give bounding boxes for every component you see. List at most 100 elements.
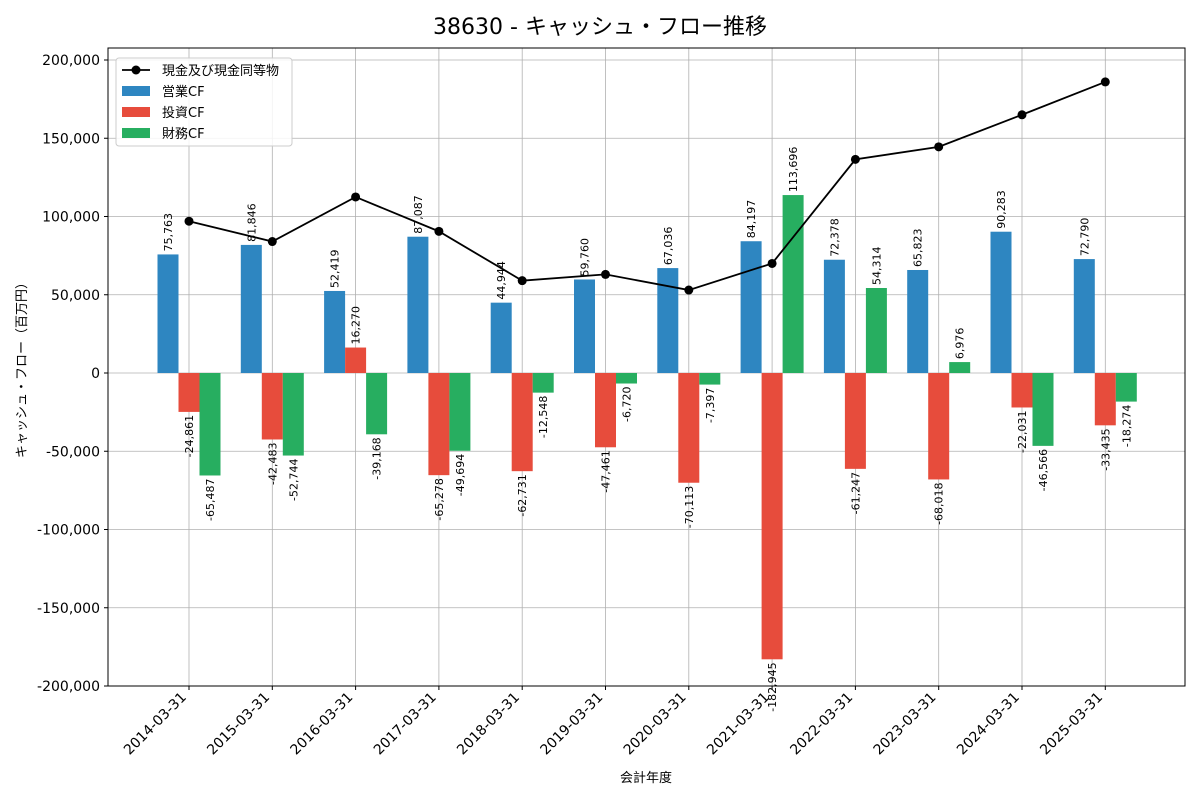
data-label: 72,790 — [1078, 218, 1091, 257]
cash-line — [188, 81, 1106, 291]
bar-0-10 — [990, 231, 1012, 373]
data-label: 87,087 — [412, 195, 425, 234]
bar-0-2 — [324, 290, 346, 373]
bar-0-11 — [1073, 259, 1095, 373]
data-label: 6,976 — [954, 328, 967, 360]
bar-2-4 — [532, 373, 554, 393]
data-label: 65,823 — [912, 228, 925, 267]
data-label: -42,483 — [266, 442, 279, 484]
bar-1-10 — [1011, 373, 1033, 408]
bar-0-3 — [407, 236, 429, 373]
bar-0-8 — [823, 259, 845, 373]
bars-layer — [157, 195, 1137, 660]
cash-point — [517, 276, 527, 286]
line-layer — [184, 77, 1110, 295]
data-label: 16,270 — [350, 306, 363, 345]
bar-2-10 — [1032, 373, 1054, 446]
legend-swatch — [122, 107, 150, 117]
x-tick-label: 2024-03-31 — [954, 690, 1023, 759]
legend-box — [115, 57, 293, 147]
y-tick-label: 150,000 — [42, 131, 100, 147]
data-labels-layer: 75,763 81,846 52,419 87,087 44,944 59,760 67,0… — [162, 147, 1133, 712]
cash-point — [934, 142, 944, 152]
y-tick-label: -100,000 — [37, 523, 100, 539]
bar-2-3 — [449, 373, 471, 451]
data-label: 67,036 — [662, 227, 675, 266]
x-tick-label: 2020-03-31 — [621, 690, 690, 759]
cash-point — [767, 258, 777, 268]
data-label: -39,168 — [371, 437, 384, 479]
data-label: -52,744 — [287, 459, 300, 501]
x-tick-label: 2025-03-31 — [1037, 690, 1106, 759]
y-tick-label: 200,000 — [42, 53, 100, 69]
x-tick-label: 2022-03-31 — [787, 690, 856, 759]
legend-swatch — [122, 128, 150, 138]
data-label: -12,548 — [537, 396, 550, 438]
x-tick-label: 2021-03-31 — [704, 690, 773, 759]
bar-1-9 — [928, 373, 950, 480]
plot-frame — [107, 47, 1186, 687]
x-tick-label: 2017-03-31 — [371, 690, 440, 759]
y-axis: 200,000 150,000 100,000 50,000 0 -50,000 -100,… — [37, 53, 108, 695]
cash-point — [1017, 110, 1027, 120]
bar-1-1 — [261, 373, 283, 440]
x-axis: 2014-03-31 2015-03-31 2016-03-31 2017-03-31… — [121, 686, 1106, 758]
data-label: 54,314 — [870, 246, 883, 285]
bar-0-0 — [157, 254, 179, 373]
data-label: -70,113 — [683, 486, 696, 528]
bar-1-4 — [511, 373, 533, 472]
cash-point — [434, 226, 444, 236]
bar-1-11 — [1094, 373, 1116, 426]
x-tick-label: 2016-03-31 — [288, 690, 357, 759]
data-label: 59,760 — [579, 238, 592, 277]
cash-point — [1100, 77, 1110, 87]
data-label: 75,763 — [162, 213, 175, 252]
data-label: 113,696 — [787, 147, 800, 193]
x-tick-label: 2014-03-31 — [121, 690, 190, 759]
bar-0-6 — [657, 268, 679, 373]
y-tick-label: 50,000 — [51, 288, 100, 304]
bar-2-2 — [366, 373, 388, 435]
legend-label: 営業CF — [162, 84, 205, 100]
legend-label: 投資CF — [162, 105, 205, 121]
data-label: -22,031 — [1016, 410, 1029, 452]
bar-2-7 — [782, 195, 804, 373]
data-label: 72,378 — [828, 218, 841, 257]
bar-2-6 — [699, 373, 721, 385]
data-label: -49,694 — [454, 454, 467, 496]
x-axis-label: 会計年度 — [620, 770, 672, 786]
cash-point — [267, 237, 277, 247]
data-label: 84,197 — [745, 200, 758, 239]
bar-0-4 — [490, 302, 512, 373]
bar-0-9 — [907, 269, 929, 373]
cash-point — [850, 154, 860, 164]
bar-2-8 — [865, 287, 887, 373]
data-label: -7,397 — [704, 388, 717, 423]
cash-point — [351, 192, 361, 202]
legend-marker — [131, 65, 141, 75]
data-label: -18,274 — [1120, 405, 1133, 447]
y-axis-label: キャッシュ・フロー（百万円） — [15, 276, 30, 458]
bar-2-9 — [949, 362, 971, 373]
y-tick-label: -150,000 — [37, 601, 100, 617]
x-tick-label: 2023-03-31 — [871, 690, 940, 759]
bar-0-7 — [740, 241, 762, 373]
cash-point — [184, 216, 194, 226]
data-label: -46,566 — [1037, 449, 1050, 491]
data-label: 81,846 — [245, 203, 258, 241]
bar-2-5 — [616, 373, 637, 384]
bar-2-11 — [1115, 373, 1137, 402]
y-tick-label: 0 — [91, 366, 100, 382]
y-tick-label: -200,000 — [37, 679, 100, 695]
bar-1-0 — [178, 373, 200, 412]
x-tick-label: 2018-03-31 — [454, 690, 523, 759]
data-label: -33,435 — [1099, 428, 1112, 470]
bar-0-5 — [574, 279, 595, 373]
data-label: -65,487 — [204, 478, 217, 520]
data-label: -47,461 — [600, 450, 613, 492]
bar-1-2 — [345, 347, 367, 373]
bar-1-5 — [595, 373, 616, 448]
